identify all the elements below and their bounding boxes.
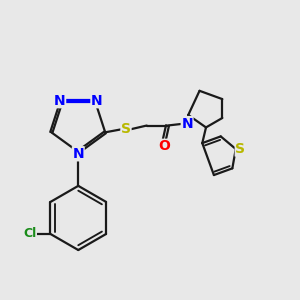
Text: S: S [235,142,245,156]
Text: N: N [181,117,193,130]
Text: S: S [121,122,131,136]
Text: Cl: Cl [23,227,36,241]
Text: N: N [54,94,66,108]
Text: N: N [91,94,103,108]
Text: O: O [158,139,170,153]
Text: N: N [73,147,84,161]
